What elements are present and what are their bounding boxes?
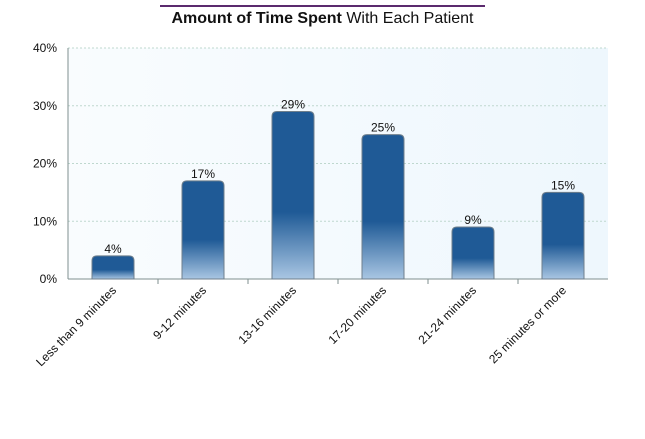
x-tick-label: 25 minutes or more [486, 283, 569, 366]
x-tick-label: Less than 9 minutes [33, 283, 119, 369]
y-tick-label: 10% [33, 214, 57, 228]
bar-2 [181, 180, 225, 280]
x-tick-label: 17-20 minutes [325, 283, 389, 347]
bar-1 [91, 255, 135, 280]
bar-5 [451, 226, 495, 280]
y-tick-label: 30% [33, 99, 57, 113]
bar-data-label: 15% [551, 178, 575, 192]
y-tick-label: 40% [33, 41, 57, 55]
y-tick-label: 0% [40, 272, 58, 286]
x-tick-label: 21-24 minutes [415, 283, 479, 347]
bar-data-label: 25% [371, 121, 395, 135]
chart-title-bold: Amount of Time Spent [171, 10, 342, 27]
x-tick-label: 9-12 minutes [150, 283, 209, 342]
bar-data-label: 29% [281, 98, 305, 112]
bar-data-label: 9% [464, 213, 482, 227]
bar-6 [541, 191, 585, 280]
bar-data-label: 17% [191, 167, 215, 181]
title-accent-rule [160, 5, 485, 7]
y-tick-label: 20% [33, 157, 57, 171]
chart-title: Amount of Time Spent With Each Patient [0, 10, 645, 28]
bar-4 [361, 134, 405, 280]
bar-data-label: 4% [104, 242, 122, 256]
bar-3 [271, 111, 315, 280]
chart-title-regular: With Each Patient [341, 10, 474, 27]
x-tick-label: 13-16 minutes [235, 283, 299, 347]
